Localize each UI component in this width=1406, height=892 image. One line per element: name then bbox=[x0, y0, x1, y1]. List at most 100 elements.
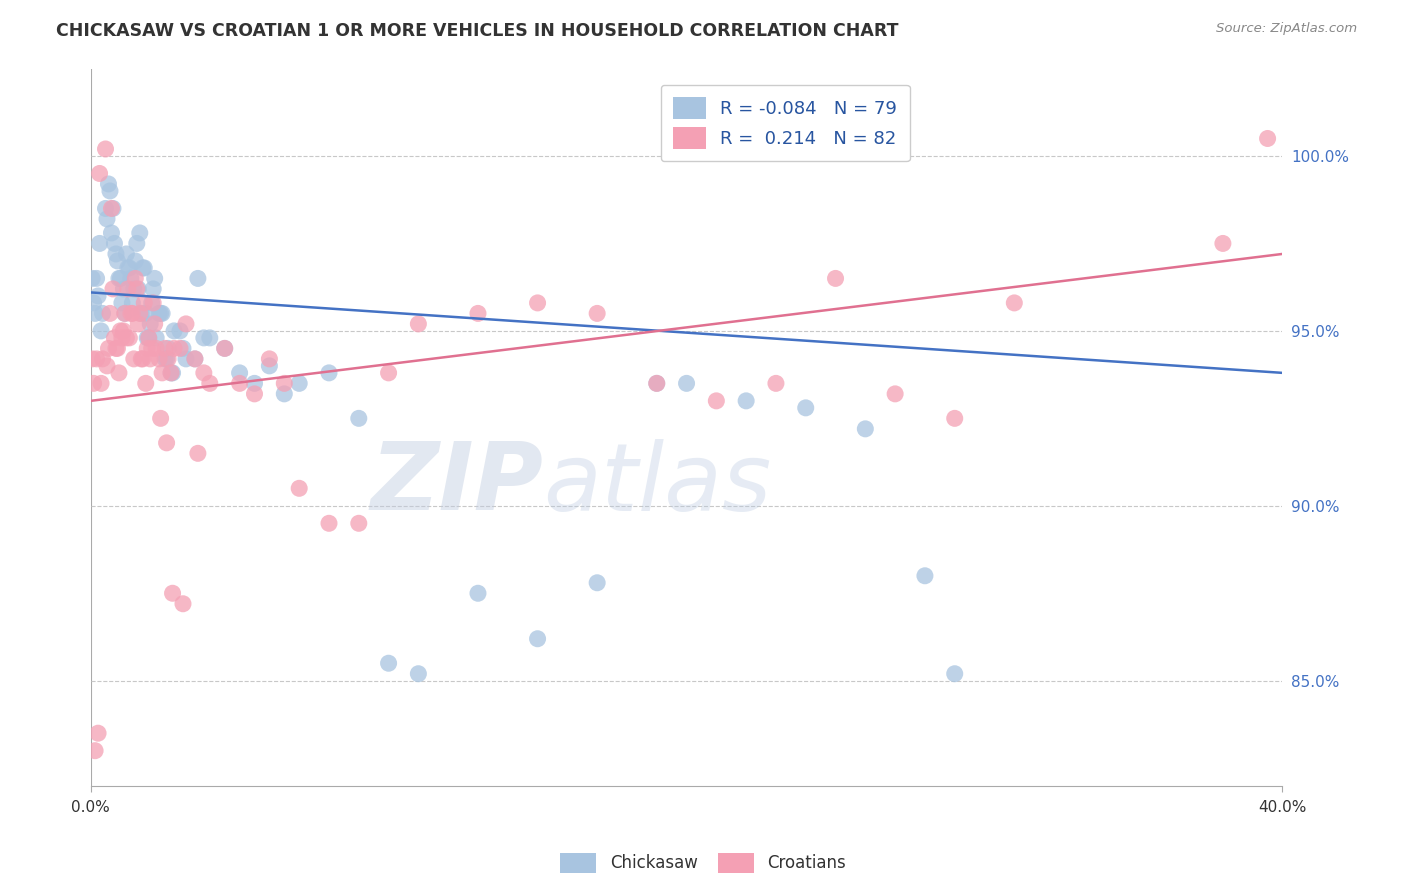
Point bbox=[122, 282, 145, 296]
Point bbox=[526, 632, 548, 646]
Point bbox=[155, 435, 177, 450]
Point bbox=[704, 393, 727, 408]
Point bbox=[117, 282, 139, 296]
Point bbox=[134, 260, 156, 275]
Point bbox=[90, 324, 112, 338]
Point bbox=[198, 331, 221, 345]
Point bbox=[148, 351, 170, 366]
Point bbox=[132, 351, 155, 366]
Point bbox=[149, 306, 172, 320]
Point bbox=[89, 236, 111, 251]
Point bbox=[943, 666, 966, 681]
Text: CHICKASAW VS CROATIAN 1 OR MORE VEHICLES IN HOUSEHOLD CORRELATION CHART: CHICKASAW VS CROATIAN 1 OR MORE VEHICLES… bbox=[56, 22, 898, 40]
Point bbox=[148, 306, 170, 320]
Point bbox=[150, 366, 173, 380]
Point bbox=[914, 568, 936, 582]
Point bbox=[853, 422, 876, 436]
Point bbox=[118, 260, 141, 275]
Point bbox=[127, 282, 149, 296]
Point bbox=[111, 331, 134, 345]
Point bbox=[86, 351, 108, 366]
Point bbox=[243, 387, 266, 401]
Point bbox=[347, 411, 370, 425]
Point bbox=[145, 342, 167, 356]
Point bbox=[96, 211, 118, 226]
Point bbox=[82, 351, 104, 366]
Point bbox=[157, 351, 180, 366]
Point bbox=[136, 342, 159, 356]
Point bbox=[467, 306, 489, 320]
Point bbox=[377, 657, 399, 671]
Point bbox=[259, 351, 281, 366]
Point bbox=[467, 586, 489, 600]
Point bbox=[83, 296, 105, 310]
Point bbox=[114, 306, 136, 320]
Point bbox=[98, 306, 121, 320]
Point bbox=[162, 366, 184, 380]
Legend: Chickasaw, Croatians: Chickasaw, Croatians bbox=[553, 847, 853, 880]
Point bbox=[107, 342, 129, 356]
Point bbox=[103, 236, 125, 251]
Point bbox=[104, 247, 127, 261]
Point bbox=[142, 296, 165, 310]
Point bbox=[128, 226, 150, 240]
Point bbox=[83, 376, 105, 391]
Point bbox=[111, 296, 134, 310]
Point bbox=[101, 202, 124, 216]
Point bbox=[765, 376, 787, 391]
Point bbox=[187, 446, 209, 460]
Point bbox=[104, 342, 127, 356]
Point bbox=[157, 342, 180, 356]
Point bbox=[586, 575, 609, 590]
Point bbox=[135, 306, 157, 320]
Point bbox=[117, 260, 139, 275]
Point bbox=[129, 306, 152, 320]
Point bbox=[145, 331, 167, 345]
Point bbox=[153, 342, 176, 356]
Point bbox=[107, 254, 129, 268]
Text: ZIP: ZIP bbox=[371, 439, 544, 531]
Point bbox=[138, 331, 160, 345]
Point bbox=[273, 376, 295, 391]
Point bbox=[135, 376, 157, 391]
Point bbox=[87, 726, 110, 740]
Point bbox=[100, 226, 122, 240]
Point bbox=[172, 342, 194, 356]
Point bbox=[214, 342, 236, 356]
Point bbox=[943, 411, 966, 425]
Point bbox=[97, 342, 120, 356]
Point bbox=[153, 351, 176, 366]
Point bbox=[169, 324, 191, 338]
Point bbox=[120, 271, 142, 285]
Point bbox=[174, 351, 197, 366]
Point bbox=[121, 296, 143, 310]
Point bbox=[128, 306, 150, 320]
Point bbox=[526, 296, 548, 310]
Point bbox=[136, 331, 159, 345]
Point bbox=[108, 366, 131, 380]
Point bbox=[110, 324, 132, 338]
Point bbox=[129, 351, 152, 366]
Point bbox=[141, 296, 163, 310]
Point bbox=[645, 376, 668, 391]
Point bbox=[124, 254, 146, 268]
Point bbox=[132, 260, 155, 275]
Point bbox=[408, 317, 430, 331]
Point bbox=[101, 282, 124, 296]
Point bbox=[645, 376, 668, 391]
Point bbox=[87, 289, 110, 303]
Point bbox=[142, 282, 165, 296]
Point bbox=[184, 351, 207, 366]
Point bbox=[139, 351, 162, 366]
Point bbox=[108, 271, 131, 285]
Point bbox=[103, 331, 125, 345]
Point bbox=[115, 331, 138, 345]
Point bbox=[124, 271, 146, 285]
Point bbox=[160, 366, 183, 380]
Point bbox=[114, 306, 136, 320]
Point bbox=[100, 202, 122, 216]
Point bbox=[118, 331, 141, 345]
Point bbox=[122, 351, 145, 366]
Point bbox=[134, 296, 156, 310]
Point bbox=[163, 342, 186, 356]
